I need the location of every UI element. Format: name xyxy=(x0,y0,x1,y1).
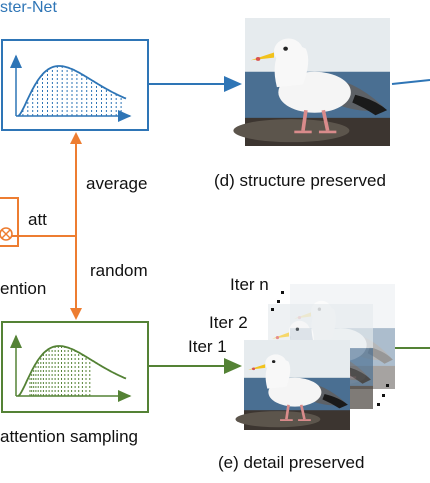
attention-distribution-box xyxy=(1,321,149,413)
iter-1-label: Iter 1 xyxy=(188,337,227,356)
seagull-photo-iter-1 xyxy=(234,338,352,432)
iter-n-label: Iter n xyxy=(230,275,269,294)
structure-caption: (d) structure preserved xyxy=(214,171,386,190)
network-name-fragment: ster-Net xyxy=(0,0,57,16)
seagull-photo-structure xyxy=(231,16,392,148)
otimes-icon xyxy=(0,227,13,241)
average-distribution-box xyxy=(1,39,149,131)
iteration-dots-bottom xyxy=(377,384,389,406)
orange-connector xyxy=(0,132,82,320)
average-label: average xyxy=(86,174,147,193)
iter-2-label: Iter 2 xyxy=(209,313,248,332)
distribution-curve-icon xyxy=(17,65,127,117)
attention-sampling-label: attention sampling xyxy=(0,427,138,446)
iteration-dots-top xyxy=(271,291,284,311)
attention-label-fragment: ention xyxy=(0,279,46,298)
distribution-curve-icon xyxy=(17,345,127,397)
attention-module-fragment xyxy=(0,197,19,247)
detail-caption: (e) detail preserved xyxy=(218,453,364,472)
random-label: random xyxy=(90,261,148,280)
arrow-exit-structure xyxy=(391,79,430,85)
att-label: att xyxy=(28,210,47,229)
